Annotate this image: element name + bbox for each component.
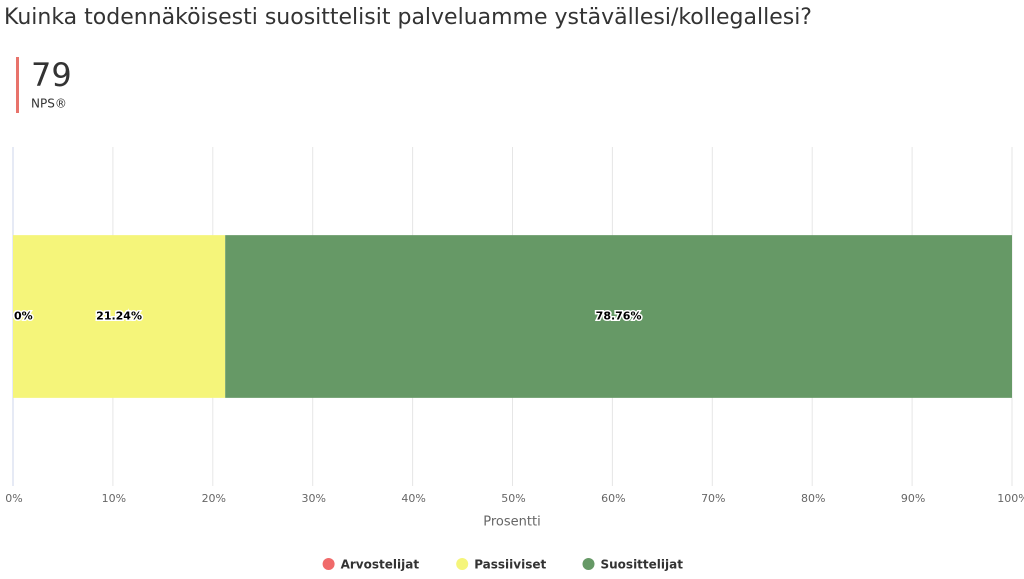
x-tick-label: 60% — [601, 492, 625, 505]
x-tick-label: 30% — [301, 492, 325, 505]
x-tick-label: 0% — [5, 492, 22, 505]
legend-marker — [322, 558, 335, 570]
bar-segment — [13, 235, 226, 398]
chart-title: Kuinka todennäköisesti suosittelisit pal… — [4, 5, 812, 30]
bar-segment — [225, 235, 1012, 398]
nps-value: 79 — [31, 56, 72, 94]
legend-marker — [456, 558, 469, 570]
data-label: 21.24% — [96, 310, 142, 323]
nps-label: NPS® — [31, 97, 67, 111]
x-tick-label: 90% — [901, 492, 925, 505]
x-tick-label: 100% — [997, 492, 1024, 505]
x-tick-label: 20% — [202, 492, 226, 505]
x-tick-label: 40% — [401, 492, 425, 505]
x-axis-title: Prosentti — [483, 515, 540, 530]
data-label: 0% — [14, 310, 33, 323]
data-label: 78.76% — [596, 310, 642, 323]
x-tick-label: 10% — [102, 492, 126, 505]
nps-accent — [16, 57, 19, 113]
x-tick-label: 50% — [501, 492, 525, 505]
legend-marker — [582, 558, 595, 570]
x-tick-label: 80% — [801, 492, 825, 505]
legend-label[interactable]: Passiiviset — [474, 558, 546, 572]
legend-label[interactable]: Arvostelijat — [341, 558, 420, 572]
legend-label[interactable]: Suosittelijat — [601, 558, 684, 572]
x-tick-label: 70% — [701, 492, 725, 505]
